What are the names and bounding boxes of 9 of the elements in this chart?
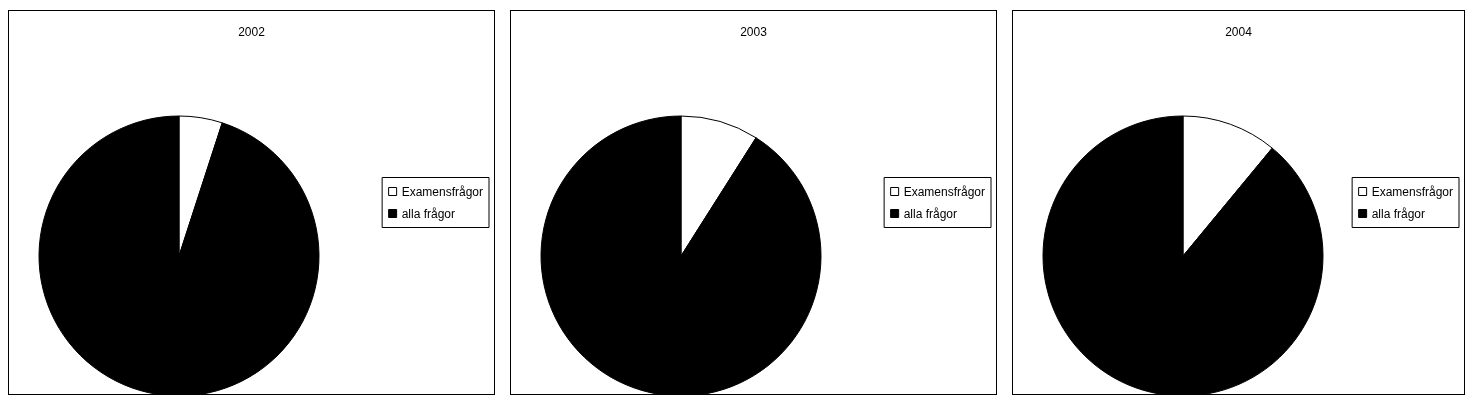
legend-label: Examensfrågor: [903, 184, 986, 199]
legend-label: Examensfrågor: [401, 184, 484, 199]
chart-title: 2004: [1225, 25, 1253, 39]
legend-label: alla frågor: [401, 206, 456, 221]
chart-title: 2002: [238, 25, 266, 39]
legend-label: alla frågor: [1371, 206, 1426, 221]
chart-title: 2003: [740, 25, 768, 39]
legend-label: alla frågor: [903, 206, 958, 221]
legend-label: Examensfrågor: [1371, 184, 1454, 199]
